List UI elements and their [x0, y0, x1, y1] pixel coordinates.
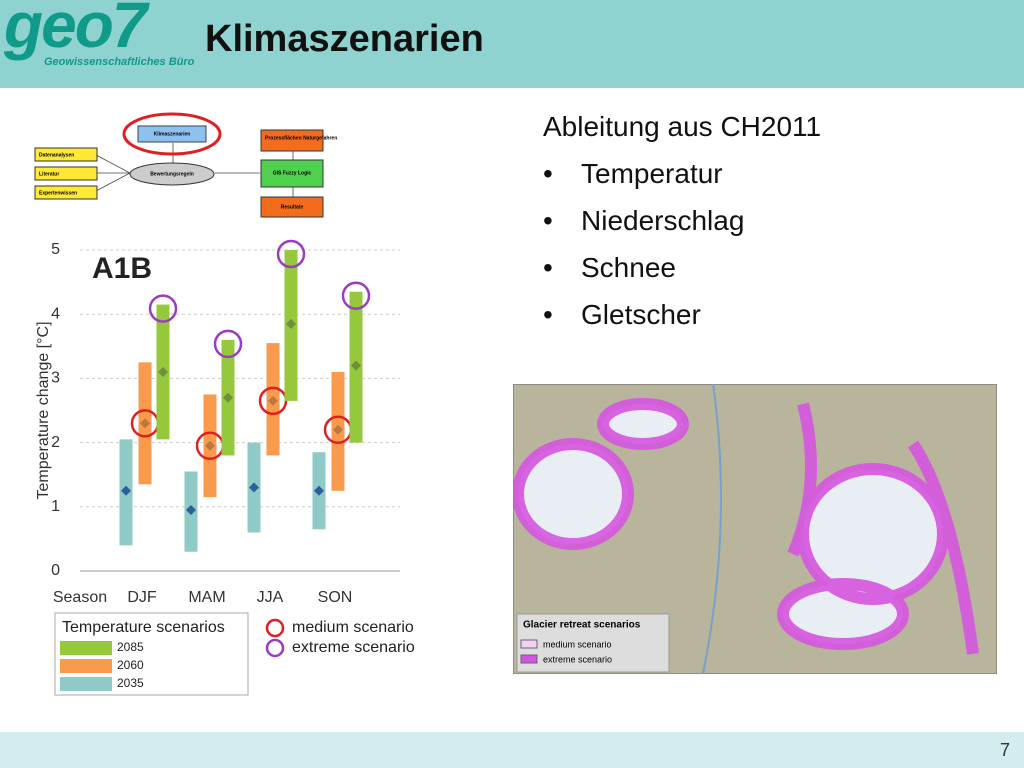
extreme-circle: [341, 281, 371, 310]
legend-swatch: [60, 659, 112, 673]
legend-label: 2035: [117, 676, 144, 690]
extreme-circle: [148, 294, 178, 323]
extreme-circle: [213, 329, 243, 359]
slide-title: Klimaszenarien: [205, 18, 484, 60]
legend-label: medium scenario: [292, 619, 414, 636]
y-tick-label: 5: [51, 241, 60, 258]
median-marker: [314, 485, 324, 496]
extreme-circle: [276, 239, 306, 269]
median-marker: [140, 418, 150, 429]
bullet-list: Ableitung aus CH2011 Temperatur Niedersc…: [543, 103, 821, 338]
y-tick-label: 4: [51, 305, 60, 322]
footer-band: [0, 732, 1024, 768]
legend-label: 2060: [117, 658, 144, 672]
node-label: Datenanalysen: [39, 152, 74, 158]
legend-marker: [265, 638, 285, 658]
median-marker: [223, 392, 233, 403]
y-tick-label: 2: [51, 434, 60, 451]
logo: geo7: [4, 0, 147, 61]
y-tick-label: 1: [51, 498, 60, 515]
y-axis-label: Temperature change [°C]: [35, 321, 52, 499]
legend-marker: [265, 618, 285, 638]
bullet-heading: Ableitung aus CH2011: [543, 111, 822, 142]
median-marker: [286, 318, 296, 329]
node-label: Prozessflächen Naturgefahren: [265, 135, 337, 141]
page-number: 7: [999, 740, 1010, 760]
map-legend-label: extreme scenario: [543, 654, 612, 664]
median-marker: [186, 505, 196, 516]
legend-swatch: [60, 677, 112, 691]
map-legend-label: medium scenario: [543, 639, 612, 649]
x-tick-label: DJF: [127, 589, 157, 606]
median-marker: [158, 366, 168, 377]
legend-label: extreme scenario: [292, 639, 415, 656]
x-tick-label: MAM: [188, 589, 225, 606]
median-marker: [333, 424, 343, 435]
node-label: Klimaszenarien: [154, 131, 191, 137]
y-tick-label: 3: [51, 370, 60, 387]
x-axis-label: Season: [53, 589, 107, 606]
glacier-map: Glacier retreat scenarios medium scenari…: [513, 384, 997, 674]
node-label: Literatur: [39, 171, 59, 177]
bullet: Niederschlag: [543, 197, 821, 244]
median-marker: [268, 395, 278, 406]
map-legend-title: Glacier retreat scenarios: [523, 620, 641, 631]
median-marker: [249, 482, 259, 493]
bullet: Schnee: [543, 244, 821, 291]
header-band: [0, 0, 1024, 88]
node-label: Resultate: [281, 204, 304, 210]
x-tick-label: SON: [318, 589, 353, 606]
median-marker: [351, 360, 361, 371]
legend-label: 2085: [117, 640, 144, 654]
node-label: Expertenwissen: [39, 190, 77, 196]
median-marker: [205, 440, 215, 451]
flow-diagram: Klimaszenarien Datenanalysen Literatur E…: [34, 112, 337, 218]
legend-swatch: [60, 641, 112, 655]
node-label: GIS Fuzzy Logic: [273, 170, 312, 176]
node-label: Bewertungsregeln: [150, 171, 194, 177]
x-tick-label: JJA: [257, 589, 284, 606]
annotation: A1B: [92, 252, 152, 285]
y-tick-label: 0: [51, 562, 60, 579]
median-marker: [121, 485, 131, 496]
legend-title: Temperature scenarios: [62, 619, 225, 636]
logo-subtitle: Geowissenschaftliches Büro: [44, 56, 195, 68]
bullet: Gletscher: [543, 291, 821, 338]
chart: 0 1 2 3 4 5 Temperature change [°C] Season A1B DJ…: [35, 239, 415, 696]
bullet: Temperatur: [543, 150, 821, 197]
